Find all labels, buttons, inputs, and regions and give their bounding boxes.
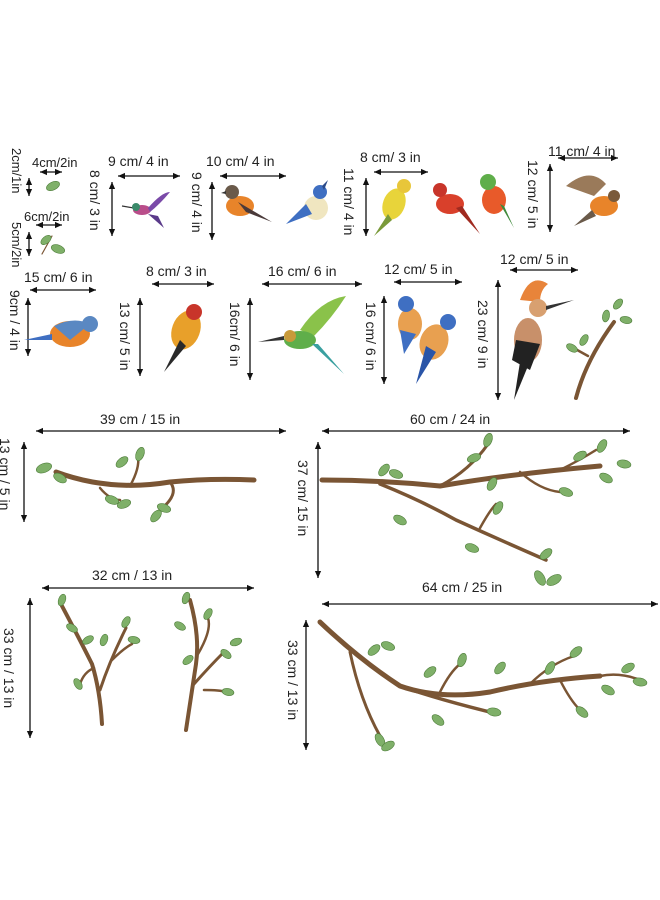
bee-eater-icon (258, 296, 346, 374)
branch4-height-label: 33 cm / 13 in (285, 640, 301, 720)
branch1-width-label: 39 cm / 15 in (100, 411, 180, 427)
flying-robin-decal: 11 cm/ 4 in 12 cm/ 5 in (525, 143, 620, 232)
branch-decal-2: 60 cm / 24 in 37 cm/ 15 in (295, 411, 632, 586)
branch-icon (319, 432, 632, 586)
hoopoe-decal: 12 cm/ 5 in 23 cm/ 9 in (475, 251, 633, 400)
bluebirds-decal: 12 cm/ 5 in 16 cm/ 6 in (363, 261, 462, 384)
blue-jay-icon (286, 180, 328, 224)
goldfinch-decal: 8 cm/ 3 in 13 cm/ 5 in (117, 263, 214, 376)
bird-pair-height-label: 9 cm/ 4 in (189, 172, 205, 233)
medium-leaf-decal: 6cm/2in 5cm/2in (9, 209, 70, 268)
hummingbird-icon (121, 192, 170, 228)
tanager-icon (480, 174, 514, 228)
branch3-height-label: 33 cm / 13 in (1, 628, 17, 708)
robin-decal: 15 cm/ 6 in 9cm / 4 in (7, 269, 98, 356)
robin-flying-width-label: 11 cm/ 4 in (548, 143, 615, 159)
goldfinch-height-label: 13 cm/ 5 in (117, 302, 133, 370)
bird-pair-width-label: 10 cm/ 4 in (206, 153, 274, 169)
beeeater-height-label: 16cm/ 6 in (227, 302, 243, 367)
leaf-med-height-label: 5cm/2in (9, 222, 24, 268)
bird-trio-width-label: 8 cm/ 3 in (360, 149, 421, 165)
finch-icon (221, 185, 272, 222)
leaf-icon (40, 235, 52, 245)
branch4-width-label: 64 cm / 25 in (422, 579, 502, 595)
small-leaf-decal: 4cm/2in 2cm/1in (9, 148, 78, 196)
branch2-height-label: 37 cm/ 15 in (295, 460, 311, 536)
branch3-width-label: 32 cm / 13 in (92, 567, 172, 583)
bluebird-left-icon (398, 296, 422, 354)
finch-bluejay-decal: 10 cm/ 4 in 9 cm/ 4 in (189, 153, 328, 240)
hummingbird-height-label: 8 cm/ 3 in (87, 170, 103, 231)
flying-robin-icon (566, 175, 620, 226)
hummingbird-width-label: 9 cm/ 4 in (108, 153, 169, 169)
branch2-width-label: 60 cm / 24 in (410, 411, 490, 427)
bird-trio-height-label: 11 cm/ 4 in (341, 168, 357, 235)
hoopoe-icon (512, 280, 574, 400)
bee-eater-decal: 16 cm/ 6 in 16cm/ 6 in (227, 263, 362, 380)
leaf-med-width-label: 6cm/2in (24, 209, 70, 224)
branch-icon (36, 446, 257, 523)
goldfinch-width-label: 8 cm/ 3 in (146, 263, 207, 279)
robin-width-label: 15 cm/ 6 in (24, 269, 92, 285)
twig-left-icon (57, 593, 141, 726)
hoopoe-width-label: 12 cm/ 5 in (500, 251, 568, 267)
robin-flying-height-label: 12 cm/ 5 in (525, 160, 541, 228)
beeeater-width-label: 16 cm/ 6 in (268, 263, 336, 279)
leaf-small-height-label: 2cm/1in (9, 148, 24, 194)
twig-right-icon (174, 591, 243, 732)
bluebirds-height-label: 16 cm/ 6 in (363, 302, 379, 370)
branch1-height-label: 13 cm / 5 in (0, 438, 13, 510)
leaf-icon (46, 181, 60, 191)
leaf-small-width-label: 4cm/2in (32, 155, 78, 170)
branch-decal-1: 39 cm / 15 in 13 cm / 5 in (0, 411, 286, 523)
warbler-icon (374, 179, 411, 236)
branch-decal-3: 32 cm / 13 in 33 cm / 13 in (1, 567, 254, 738)
robin-height-label: 9cm / 4 in (7, 290, 23, 351)
small-branch-icon (566, 298, 633, 400)
hummingbird-decal: 9 cm/ 4 in 8 cm/ 3 in (87, 153, 180, 236)
robin-icon (24, 316, 98, 347)
branch-decal-4: 64 cm / 25 in 33 cm / 13 in (285, 579, 658, 752)
leaf-icon (50, 244, 66, 254)
bluebirds-width-label: 12 cm/ 5 in (384, 261, 452, 277)
hoopoe-height-label: 23 cm/ 9 in (475, 300, 491, 368)
branch-icon (317, 619, 648, 752)
bird-trio-decal: 8 cm/ 3 in 11 cm/ 4 in (341, 149, 514, 236)
goldfinch-icon (164, 304, 202, 372)
cardinal-icon (433, 183, 480, 234)
bluebird-right-icon (416, 314, 456, 384)
